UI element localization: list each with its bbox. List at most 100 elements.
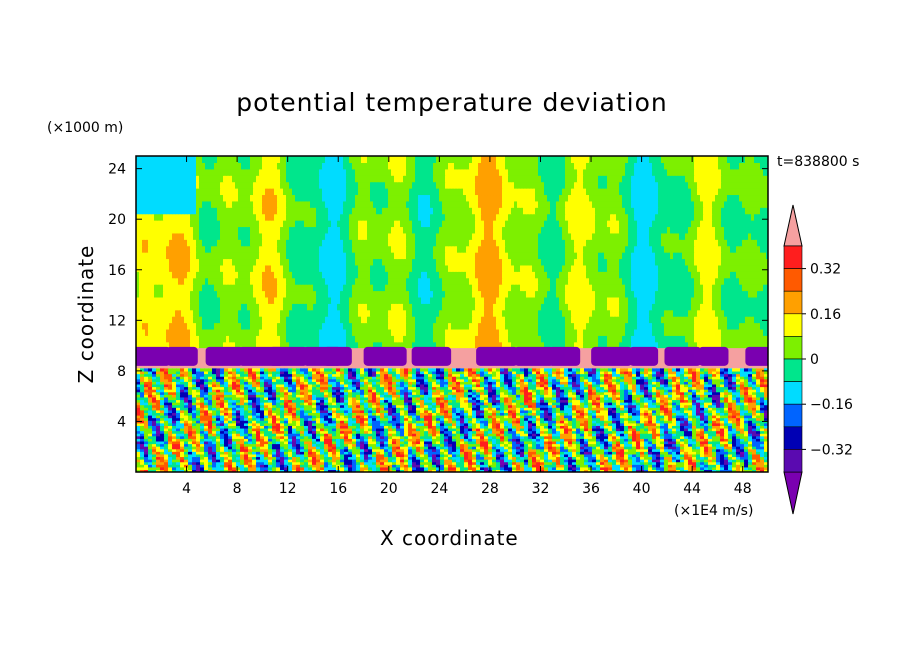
heatmap-cell	[481, 252, 485, 260]
heatmap-cell	[679, 296, 683, 304]
heatmap-cell	[439, 290, 443, 298]
heatmap-cell	[502, 309, 506, 317]
heatmap-cell	[655, 271, 659, 279]
heatmap-cell	[532, 258, 536, 266]
heatmap-cell	[154, 264, 158, 272]
heatmap-cell	[589, 309, 593, 317]
heatmap-cell	[139, 316, 143, 324]
heatmap-cell	[313, 309, 317, 317]
heatmap-cell	[706, 322, 710, 330]
heatmap-cell	[610, 258, 614, 266]
heatmap-cell	[256, 341, 260, 349]
heatmap-cell	[145, 303, 149, 311]
heatmap-cell	[754, 341, 758, 349]
heatmap-cell	[688, 258, 692, 266]
heatmap-cell	[325, 245, 329, 253]
heatmap-cell	[544, 296, 548, 304]
heatmap-cell	[151, 258, 155, 266]
heatmap-cell	[685, 303, 689, 311]
heatmap-cell	[286, 341, 290, 349]
heatmap-cell	[721, 271, 725, 279]
heatmap-cell	[529, 271, 533, 279]
heatmap-cell	[508, 322, 512, 330]
heatmap-cell	[673, 284, 677, 292]
heatmap-cell	[766, 303, 768, 311]
heatmap-cell	[679, 264, 683, 272]
heatmap-cell	[334, 316, 338, 324]
heatmap-cell	[241, 341, 245, 349]
heatmap-cell	[517, 303, 521, 311]
heatmap-cell	[250, 316, 254, 324]
heatmap-cell	[229, 290, 233, 298]
heatmap-cell	[346, 258, 350, 266]
heatmap-cell	[358, 296, 362, 304]
heatmap-cell	[178, 316, 182, 324]
heatmap-cell	[742, 284, 746, 292]
heatmap-cell	[757, 322, 761, 330]
heatmap-cell	[304, 296, 308, 304]
heatmap-cell	[667, 322, 671, 330]
heatmap-cell	[631, 290, 635, 298]
heatmap-cell	[646, 252, 650, 260]
heatmap-cell	[349, 252, 353, 260]
heatmap-cell	[316, 264, 320, 272]
heatmap-cell	[598, 252, 602, 260]
heatmap-cell	[520, 264, 524, 272]
heatmap-cell	[313, 328, 317, 336]
heatmap-cell	[247, 328, 251, 336]
heatmap-cell	[415, 290, 419, 298]
heatmap-cell	[244, 303, 248, 311]
heatmap-cell	[250, 284, 254, 292]
heatmap-cell	[379, 322, 383, 330]
heatmap-cell	[160, 277, 164, 285]
heatmap-cell	[472, 309, 476, 317]
heatmap-cell	[550, 303, 554, 311]
heatmap-cell	[763, 303, 767, 311]
heatmap-cell	[445, 258, 449, 266]
heatmap-cell	[763, 309, 767, 317]
heatmap-cell	[448, 271, 452, 279]
heatmap-cell	[601, 335, 605, 343]
heatmap-cell	[454, 264, 458, 272]
heatmap-cell	[658, 296, 662, 304]
heatmap-cell	[568, 303, 572, 311]
heatmap-cell	[631, 258, 635, 266]
heatmap-cell	[355, 335, 359, 343]
heatmap-cell	[457, 303, 461, 311]
heatmap-cell	[547, 245, 551, 253]
heatmap-cell	[436, 277, 440, 285]
heatmap-cell	[529, 290, 533, 298]
heatmap-cell	[511, 264, 515, 272]
heatmap-cell	[262, 290, 266, 298]
heatmap-cell	[283, 303, 287, 311]
heatmap-cell	[586, 284, 590, 292]
heatmap-cell	[253, 328, 257, 336]
heatmap-cell	[349, 284, 353, 292]
heatmap-cell	[766, 328, 768, 336]
heatmap-cell	[193, 245, 197, 253]
heatmap-cell	[502, 252, 506, 260]
heatmap-cell	[466, 271, 470, 279]
heatmap-cell	[667, 271, 671, 279]
heatmap-cell	[613, 335, 617, 343]
heatmap-cell	[142, 271, 146, 279]
heatmap-cell	[343, 277, 347, 285]
heatmap-cell	[745, 271, 749, 279]
heatmap-cell	[619, 341, 623, 349]
heatmap-cell	[373, 316, 377, 324]
heatmap-cell	[136, 303, 140, 311]
heatmap-cell	[214, 341, 218, 349]
heatmap-cell	[424, 271, 428, 279]
heatmap-cell	[199, 284, 203, 292]
heatmap-cell	[703, 309, 707, 317]
heatmap-cell	[280, 264, 284, 272]
heatmap-cell	[733, 341, 737, 349]
heatmap-cell	[496, 296, 500, 304]
heatmap-cell	[376, 341, 380, 349]
heatmap-cell	[478, 258, 482, 266]
heatmap-cell	[439, 245, 443, 253]
heatmap-cell	[418, 271, 422, 279]
heatmap-cell	[763, 328, 767, 336]
heatmap-cell	[205, 258, 209, 266]
heatmap-cell	[535, 335, 539, 343]
